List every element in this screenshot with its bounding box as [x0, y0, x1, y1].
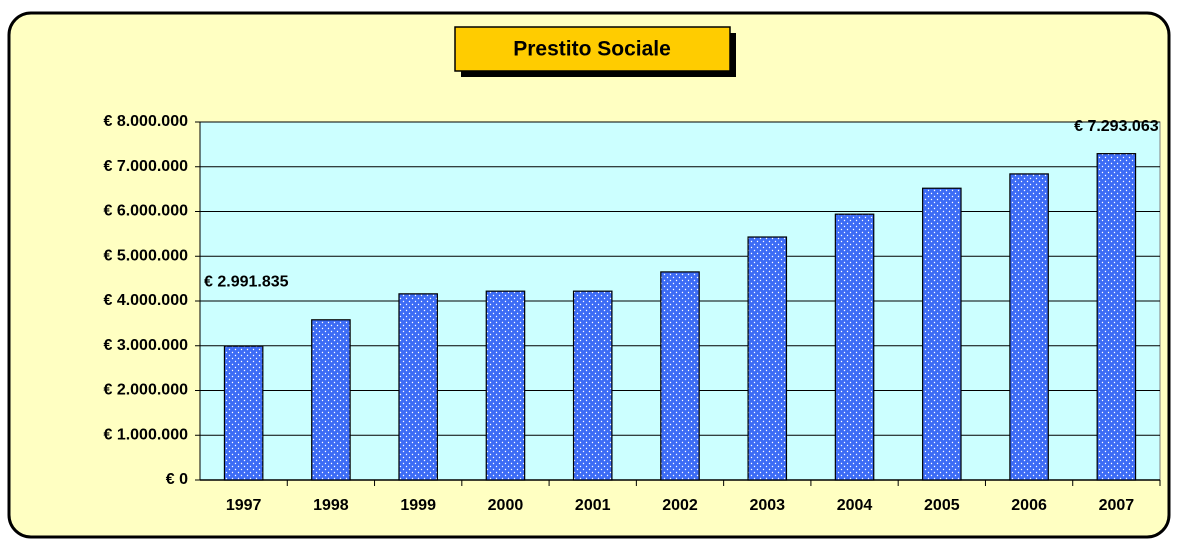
bar — [922, 187, 962, 481]
x-tick-label: 2000 — [488, 497, 524, 514]
y-tick-label: € 7.000.000 — [103, 158, 188, 175]
value-label: € 2.991.835 — [204, 273, 289, 290]
bar — [572, 290, 613, 481]
bar — [223, 345, 264, 481]
bar — [834, 213, 875, 481]
bar — [747, 236, 788, 481]
y-tick-label: € 0 — [166, 471, 188, 488]
x-tick-label: 1997 — [226, 497, 262, 514]
x-tick-label: 2007 — [1099, 497, 1135, 514]
x-tick-label: 2001 — [575, 497, 611, 514]
x-tick-label: 2003 — [749, 497, 785, 514]
bar — [398, 293, 438, 481]
y-tick-label: € 6.000.000 — [103, 203, 188, 220]
x-tick-label: 1999 — [400, 497, 436, 514]
x-tick-label: 2005 — [924, 497, 960, 514]
y-tick-label: € 2.000.000 — [103, 382, 188, 399]
x-tick-label: 2004 — [837, 497, 873, 514]
value-label: € 7.293.063 — [1074, 118, 1159, 135]
bar — [311, 319, 351, 481]
y-tick-label: € 5.000.000 — [103, 247, 188, 264]
y-tick-label: € 1.000.000 — [103, 426, 188, 443]
x-tick-label: 1998 — [313, 497, 349, 514]
bar — [1009, 173, 1049, 481]
title-box — [454, 26, 731, 72]
y-tick-label: € 4.000.000 — [103, 292, 188, 309]
bar — [1096, 153, 1137, 481]
y-tick-label: € 8.000.000 — [103, 113, 188, 130]
y-tick-label: € 3.000.000 — [103, 337, 188, 354]
bar — [485, 290, 526, 481]
bar — [660, 271, 700, 481]
chart-title: Prestito Sociale — [513, 38, 671, 61]
x-tick-label: 2006 — [1011, 497, 1047, 514]
x-tick-label: 2002 — [662, 497, 698, 514]
